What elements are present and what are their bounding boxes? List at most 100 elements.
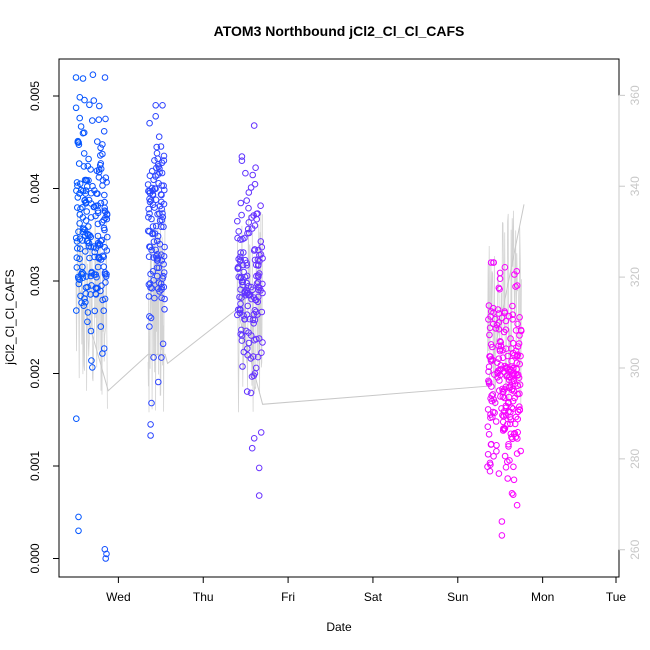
x-tick-label: Wed [106, 590, 130, 604]
data-point [487, 357, 495, 365]
data-point [484, 451, 492, 458]
data-point [245, 339, 253, 347]
data-point [80, 163, 88, 170]
data-point [153, 149, 161, 157]
data-point [150, 277, 157, 284]
data-point [243, 311, 251, 319]
data-point [250, 435, 258, 442]
data-point [159, 213, 167, 221]
data-point [102, 279, 109, 286]
data-point [161, 295, 168, 303]
data-point [250, 310, 258, 318]
data-point [516, 360, 524, 368]
data-point [104, 233, 111, 241]
data-point [501, 264, 509, 271]
data-point [154, 255, 162, 262]
data-point [157, 143, 165, 150]
data-point [237, 249, 244, 256]
data-point [100, 307, 107, 315]
data-point [154, 210, 161, 218]
y-tick-label: 0.000 [28, 543, 42, 573]
data-point [99, 150, 106, 158]
data-point [508, 366, 515, 374]
data-point [496, 377, 503, 384]
data-point [499, 393, 507, 401]
y2-tick-label: 280 [628, 449, 642, 469]
data-point [146, 195, 153, 203]
data-point [239, 235, 246, 243]
data-point [96, 102, 103, 110]
data-point [490, 304, 497, 312]
data-point [149, 223, 157, 230]
y2-tick-label: 300 [628, 358, 642, 378]
data-point [157, 223, 165, 230]
data-point [79, 204, 86, 211]
data-points [72, 71, 525, 562]
x-tick-label: Tue [606, 590, 627, 604]
data-point [259, 339, 266, 346]
y-axis-left: 0.000 0.001 0.002 0.003 0.004 0.005 [28, 81, 60, 574]
data-point [514, 320, 521, 328]
data-point [258, 308, 266, 316]
data-point [84, 309, 92, 316]
data-point [492, 418, 500, 425]
data-point [502, 383, 510, 391]
data-point [509, 349, 517, 357]
data-point [495, 342, 502, 350]
data-point [509, 491, 517, 499]
data-point [485, 431, 493, 438]
data-point [101, 546, 109, 553]
data-point [238, 153, 246, 160]
data-point [148, 246, 155, 254]
data-point [502, 326, 510, 334]
data-point [98, 282, 105, 290]
data-point [155, 133, 163, 140]
data-point [489, 356, 496, 364]
data-point [101, 191, 108, 199]
data-point [257, 251, 265, 258]
data-point [100, 263, 108, 271]
data-point [91, 203, 98, 211]
data-point [514, 435, 521, 442]
data-point [485, 363, 493, 371]
data-point [153, 143, 160, 151]
data-point [80, 129, 88, 136]
data-point [144, 227, 152, 235]
data-point [152, 113, 159, 120]
data-point [259, 289, 266, 297]
y-tick-label: 0.003 [28, 266, 42, 296]
data-point [512, 283, 519, 290]
data-point [94, 202, 101, 209]
data-point [245, 219, 253, 226]
data-point [249, 171, 256, 179]
data-point [149, 268, 157, 275]
data-point [244, 230, 251, 237]
data-point [73, 254, 81, 262]
data-point [487, 411, 494, 418]
data-point [239, 363, 246, 370]
data-point [103, 215, 111, 223]
data-point [502, 464, 510, 471]
data-point [89, 117, 96, 124]
y2-tick-label: 320 [628, 267, 642, 287]
data-point [514, 343, 522, 350]
data-point [515, 371, 522, 379]
data-point [94, 220, 102, 228]
data-point [102, 115, 109, 123]
data-point [82, 248, 89, 255]
data-point [94, 138, 101, 145]
data-point [156, 240, 164, 248]
data-point [101, 74, 109, 81]
data-point [486, 331, 493, 339]
data-point [87, 214, 95, 221]
data-point [491, 409, 498, 417]
data-point [74, 182, 81, 189]
data-point [90, 243, 98, 250]
data-point [255, 464, 263, 472]
data-point [158, 354, 165, 361]
data-point [83, 238, 91, 245]
data-point [95, 255, 103, 262]
data-point [502, 317, 510, 325]
data-point [253, 215, 261, 223]
data-point [152, 185, 159, 193]
